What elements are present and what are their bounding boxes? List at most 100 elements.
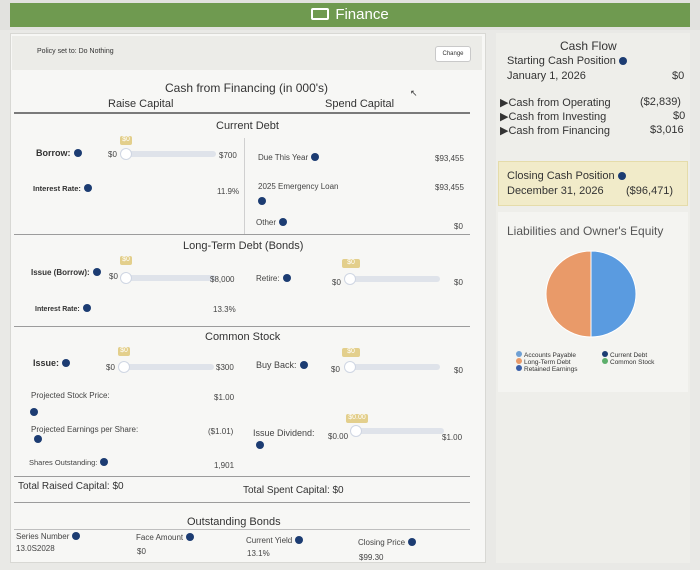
dividend-slider-track[interactable] <box>354 428 444 434</box>
window-title-bar: Finance <box>10 3 690 27</box>
legend-long-term-debt: Long-Term Debt <box>516 358 571 366</box>
bonds-divider <box>14 529 470 530</box>
info-icon[interactable] <box>73 149 82 157</box>
bonds-header-series: Series Number <box>16 532 81 541</box>
cash-operating-row[interactable]: ▶Cash from Operating <box>500 97 611 109</box>
bond-current-yield: 13.1% <box>247 549 270 558</box>
common-stock-title: Common Stock <box>205 331 281 343</box>
borrow-slider-handle[interactable] <box>120 148 132 160</box>
policy-label: Policy set to: Do Nothing <box>37 48 114 55</box>
change-policy-button[interactable]: Change <box>435 46 471 62</box>
projected-stock-price-label: Projected Stock Price: <box>31 391 110 400</box>
info-icon[interactable] <box>83 184 92 192</box>
projected-stock-price-value: $1.00 <box>214 393 235 402</box>
retire-value: $0 <box>332 278 341 287</box>
info-icon[interactable] <box>617 172 626 180</box>
legend-common-stock: Common Stock <box>602 358 654 366</box>
bonds-header-price: Closing Price <box>358 538 417 547</box>
info-icon[interactable] <box>279 218 288 226</box>
info-icon[interactable] <box>295 536 304 544</box>
due-this-year-label: Due This Year <box>258 153 320 162</box>
equity-legend: Accounts Payable Current Debt Long-Term … <box>516 351 688 381</box>
cash-financing-value: $3,016 <box>650 124 684 136</box>
issue-stock-value: $0 <box>106 363 115 372</box>
borrow-slider-tag: $0 <box>120 136 132 145</box>
legend-dot <box>602 358 608 364</box>
retire-slider-track[interactable] <box>350 276 440 282</box>
info-icon[interactable] <box>100 458 109 466</box>
dividend-value: $0.00 <box>328 432 349 441</box>
issue-stock-slider-track[interactable] <box>124 364 214 370</box>
cash-investing-row[interactable]: ▶Cash from Investing <box>500 111 607 123</box>
window-title: Finance <box>335 6 389 23</box>
buyback-slider-tag: $0 <box>342 348 360 357</box>
legend-dot <box>516 358 522 364</box>
legend-retained-earnings: Retained Earnings <box>516 365 577 373</box>
bond-series-number: 13.0S2028 <box>16 544 55 553</box>
issue-bond-value: $0 <box>109 272 118 281</box>
spend-capital-header: Spend Capital <box>325 98 395 110</box>
retire-slider-handle[interactable] <box>344 273 356 285</box>
projected-stock-price-info <box>30 402 38 420</box>
retire-bond-slider-tag: $0 <box>342 259 360 268</box>
section-divider <box>14 326 470 327</box>
eps-label: Projected Earnings per Share: <box>31 425 141 445</box>
issue-stock-label: Issue: <box>33 358 71 368</box>
info-icon[interactable] <box>258 197 266 205</box>
info-icon[interactable] <box>299 361 308 369</box>
info-icon[interactable] <box>618 57 627 65</box>
bond-closing-price: $99.30 <box>359 553 384 562</box>
issue-bond-slider-handle[interactable] <box>120 272 132 284</box>
borrow-label: Borrow: <box>36 148 82 158</box>
issue-bond-slider-tag: $0 <box>120 256 132 265</box>
info-icon[interactable] <box>62 359 71 367</box>
closing-cash-label: Closing Cash Position <box>507 170 626 182</box>
info-icon[interactable] <box>92 268 101 276</box>
retire-label: Retire: <box>256 274 291 283</box>
stock-amount: $300 <box>216 363 234 372</box>
info-icon[interactable] <box>34 435 42 443</box>
due-this-year-value: $93,455 <box>435 154 464 163</box>
cursor-icon: ↖ <box>410 88 418 98</box>
info-icon[interactable] <box>408 538 417 546</box>
info-icon[interactable] <box>186 533 195 541</box>
starting-date: January 1, 2026 <box>507 70 586 82</box>
emergency-loan-label: 2025 Emergency Loan <box>258 182 339 191</box>
buyback-right-value: $0 <box>454 366 463 375</box>
cash-financing-row[interactable]: ▶Cash from Financing <box>500 125 610 137</box>
issue-bond-slider-track[interactable] <box>126 275 216 281</box>
header-divider <box>14 112 470 114</box>
dividend-slider-tag: $0.00 <box>346 414 368 423</box>
other-value: $0 <box>454 222 463 231</box>
buyback-slider-track[interactable] <box>350 364 440 370</box>
financing-panel <box>10 33 486 563</box>
equity-pie-chart <box>545 250 637 338</box>
issue-stock-slider-handle[interactable] <box>118 361 130 373</box>
issue-stock-slider-tag: $0 <box>118 347 130 356</box>
buyback-value: $0 <box>331 365 340 374</box>
borrow-value: $0 <box>108 150 117 159</box>
section-divider <box>14 234 470 235</box>
expand-arrow-icon: ▶ <box>500 97 509 109</box>
equity-title: Liabilities and Owner's Equity <box>507 224 664 238</box>
dividend-slider-handle[interactable] <box>350 425 362 437</box>
info-icon[interactable] <box>82 304 91 312</box>
raise-capital-header: Raise Capital <box>108 98 174 110</box>
info-icon[interactable] <box>311 153 320 161</box>
shares-outstanding-label: Shares Outstanding: <box>29 458 109 467</box>
buyback-slider-handle[interactable] <box>344 361 356 373</box>
info-icon[interactable] <box>30 408 38 416</box>
lt-interest-rate-value: 13.3% <box>213 305 236 314</box>
starting-cash-value: $0 <box>672 70 685 82</box>
issue-borrow-label: Issue (Borrow): <box>31 268 101 277</box>
legend-dot <box>516 351 522 357</box>
info-icon[interactable] <box>282 274 291 282</box>
info-icon[interactable] <box>72 532 81 540</box>
borrow-slider-track[interactable] <box>126 151 216 157</box>
legend-current-debt: Current Debt <box>602 351 647 359</box>
starting-cash-label: Starting Cash Position <box>507 55 627 67</box>
issue-dividend-label: Issue Dividend: <box>253 427 323 451</box>
lt-interest-rate-label: Interest Rate: <box>35 304 91 313</box>
info-icon[interactable] <box>256 441 264 449</box>
financing-title: Cash from Financing (in 000's) <box>165 81 329 95</box>
